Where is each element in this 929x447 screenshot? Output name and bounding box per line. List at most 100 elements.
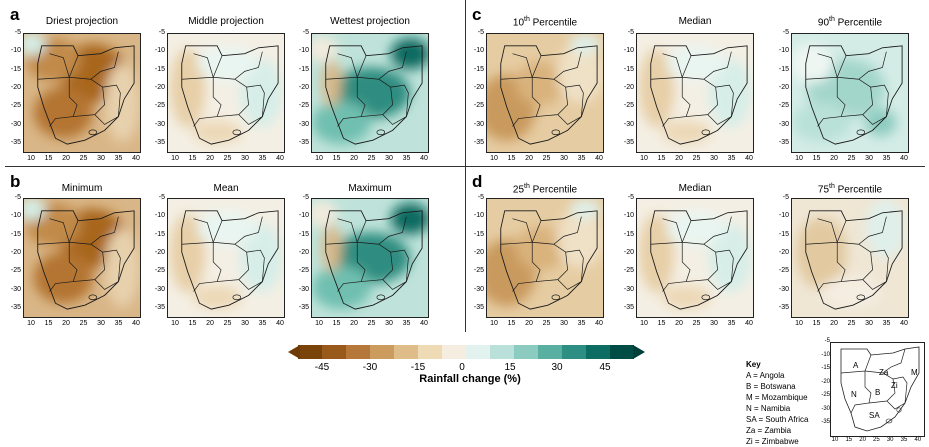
lesotho-border (856, 129, 866, 136)
rainfall-anomaly-region (321, 224, 342, 272)
key-item-botswana: B = Botswana (746, 382, 796, 391)
x-tick-label: 40 (745, 320, 753, 327)
x-tick-label: 30 (385, 320, 393, 327)
x-tick-label: 10 (490, 155, 498, 162)
key-map-x-tick: 30 (886, 437, 894, 443)
y-tick-label: -35 (778, 138, 789, 146)
country-border (68, 220, 105, 282)
rainfall-anomaly-region (33, 87, 93, 139)
x-tick-label: 15 (812, 320, 821, 327)
rainfall-anomaly-region (666, 45, 726, 82)
rainfall-anomaly-region (638, 48, 675, 128)
country-border (337, 53, 358, 78)
title-minimum: Minimum (61, 183, 103, 194)
x-tick-label: 35 (727, 155, 736, 162)
key-map: A Za M Zi B N SA (830, 342, 925, 437)
x-tick-label: 40 (900, 320, 908, 327)
y-tick-label: -20 (623, 248, 634, 256)
coastline (500, 210, 598, 310)
x-tick-label: 15 (332, 155, 341, 162)
x-tick-label: 35 (577, 155, 586, 162)
country-border (707, 279, 732, 290)
x-tick-label: 25 (847, 155, 856, 162)
coastline (650, 45, 748, 145)
x-tick-label: 10 (640, 155, 648, 162)
country-border (382, 114, 407, 125)
rainfall-map (169, 210, 284, 310)
country-border (681, 55, 718, 117)
panel-label-c: c (472, 5, 482, 24)
key-map-x-tick: 15 (845, 437, 853, 443)
x-tick-label: 35 (114, 320, 123, 327)
y-tick-label: -10 (778, 212, 789, 220)
x-tick-label: 40 (132, 155, 140, 162)
x-tick-label: 30 (241, 320, 249, 327)
map-panel-a-3 (311, 33, 429, 153)
y-tick-label: -25 (778, 267, 789, 275)
colorbar-segment (610, 345, 634, 359)
rainfall-anomaly-region (192, 285, 242, 310)
country-border (531, 220, 568, 282)
x-tick-label: 30 (865, 155, 873, 162)
key-item-south-africa: SA = South Africa (746, 415, 809, 424)
key-map-x-tick: 35 (900, 437, 908, 443)
x-tick-label: 40 (595, 155, 603, 162)
y-tick-label: -35 (778, 303, 789, 311)
key-map-outline (840, 346, 920, 432)
x-tick-label: 35 (577, 320, 586, 327)
country-border (707, 114, 732, 125)
rainfall-map (795, 199, 906, 310)
coastline (181, 210, 279, 310)
key-item-namibia: N = Namibia (746, 404, 791, 413)
map-panel-b-2 (167, 198, 285, 318)
colorbar-segment (322, 345, 346, 359)
map-panel-c-1 (486, 33, 604, 153)
x-tick-label: 30 (97, 320, 105, 327)
coastline (181, 45, 279, 145)
key-map-y-tick: -20 (821, 378, 830, 385)
y-tick-label: -10 (298, 212, 309, 220)
x-tick-label: 35 (882, 320, 891, 327)
key-map-label-sa: SA (869, 411, 880, 420)
colorbar-segment (442, 345, 466, 359)
colorbar-segment (466, 345, 490, 359)
colorbar-segment (490, 345, 514, 359)
y-tick-label: -25 (154, 267, 165, 275)
y-tick-label: -15 (473, 65, 484, 73)
coastline (805, 210, 903, 310)
country-border (238, 114, 263, 125)
y-tick-label: -25 (778, 102, 789, 110)
rainfall-anomaly-region (666, 210, 726, 247)
y-tick-label: -15 (623, 230, 634, 238)
y-tick-label: -30 (778, 120, 789, 128)
y-tick-label: -35 (623, 138, 634, 146)
title-maximum: Maximum (348, 183, 392, 194)
rainfall-anomaly-region (795, 217, 848, 289)
coastline (37, 210, 135, 310)
country-border (862, 114, 887, 125)
y-tick-label: -30 (623, 120, 634, 128)
x-tick-label: 30 (710, 155, 718, 162)
title-75th-percentile: 75th Percentile (817, 183, 883, 196)
colorbar (298, 345, 634, 359)
x-tick-label: 40 (132, 320, 140, 327)
colorbar-segment (562, 345, 586, 359)
rainfall-anomaly-region (169, 213, 206, 293)
country-border (662, 53, 683, 78)
x-tick-label: 20 (62, 155, 70, 162)
country-border (836, 220, 873, 282)
country-border (681, 220, 718, 282)
x-tick-label: 10 (315, 155, 323, 162)
country-border (94, 279, 119, 290)
x-tick-label: 15 (188, 320, 197, 327)
key-map-label-m: M (911, 368, 918, 377)
country-border (90, 51, 121, 117)
y-tick-label: -25 (10, 102, 21, 110)
key-map-label-b: B (875, 388, 881, 397)
y-tick-label: -30 (298, 120, 309, 128)
rainfall-anomaly-region (515, 61, 567, 105)
x-tick-label: 25 (367, 155, 376, 162)
key-title: Key (746, 360, 761, 369)
x-tick-label: 20 (675, 320, 683, 327)
y-tick-label: -35 (473, 303, 484, 311)
